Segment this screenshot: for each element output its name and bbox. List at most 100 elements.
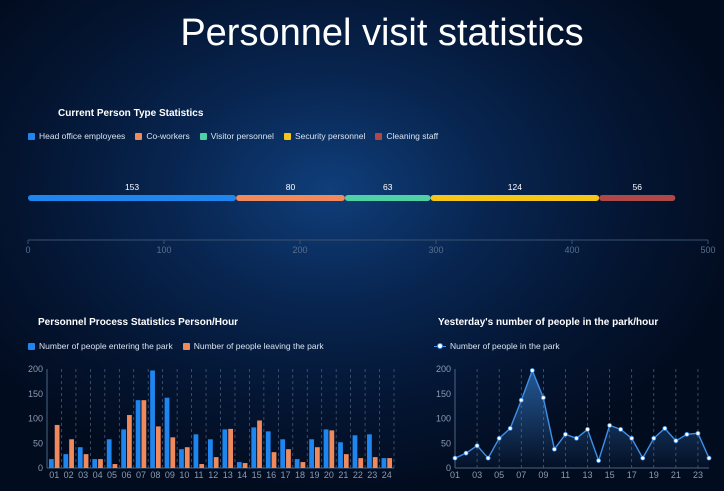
bar-entering (280, 439, 286, 468)
type-panel-title: Current Person Type Statistics (58, 108, 204, 119)
data-point (640, 455, 646, 461)
bar-entering (150, 370, 155, 468)
legend-label: Visitor personnel (210, 131, 274, 141)
x-tick-label: 20 (324, 470, 334, 480)
legend-label: Security personnel (294, 131, 366, 141)
x-tick-label: 400 (564, 245, 579, 255)
bar-entering (236, 462, 242, 468)
bar-leaving (286, 449, 291, 468)
y-tick-label: 200 (28, 364, 43, 374)
bar-entering (294, 459, 300, 468)
data-point (474, 443, 480, 449)
data-point (496, 435, 502, 441)
bar-leaving (387, 458, 393, 468)
x-tick-label: 17 (281, 470, 291, 480)
data-point (684, 431, 690, 437)
bar-entering (381, 458, 387, 468)
bar-entering (338, 442, 343, 468)
bar-entering (323, 429, 329, 468)
x-tick-label: 0 (25, 245, 30, 255)
data-point (529, 368, 535, 373)
bar-leaving (372, 457, 378, 468)
y-tick-label: 50 (33, 438, 43, 448)
x-tick-label: 22 (353, 470, 363, 480)
bar-leaving (343, 454, 349, 468)
bar-entering (309, 439, 314, 468)
bar-entering (367, 434, 372, 468)
legend-label: Co-workers (146, 131, 190, 141)
x-tick-label: 07 (136, 470, 146, 480)
legend-swatch (28, 132, 35, 140)
y-tick-label: 150 (436, 389, 451, 399)
legend-item-co-workers[interactable]: Co-workers (135, 131, 190, 141)
x-tick-label: 14 (237, 470, 247, 480)
bar-leaving (242, 463, 248, 468)
x-tick-label: 07 (516, 470, 526, 480)
park-panel-title: Yesterday's number of people in the park… (438, 317, 659, 328)
x-tick-label: 13 (223, 470, 233, 480)
bar-leaving (184, 447, 190, 468)
process-panel-title: Personnel Process Statistics Person/Hour (38, 317, 239, 328)
x-tick-label: 08 (150, 470, 160, 480)
x-tick-label: 03 (472, 470, 482, 480)
bar-entering (48, 459, 54, 468)
x-tick-label: 19 (649, 470, 659, 480)
bar-entering (135, 400, 141, 468)
process-bar-chart: 0 50 100 150 200 01 02 03 04 05 06 07 08 09 10 11 12 13 14… (28, 364, 395, 480)
stacked-bar-segment (344, 195, 431, 201)
x-tick-label: 21 (671, 470, 681, 480)
legend-label: Number of people entering the park (39, 341, 173, 351)
legend-item-visitor[interactable]: Visitor personnel (199, 131, 274, 141)
x-tick-label: 01 (49, 470, 59, 480)
bar-leaving (155, 426, 161, 468)
data-point (618, 426, 624, 432)
legend-item-entering[interactable]: Number of people entering the park (28, 341, 173, 351)
data-point (574, 435, 579, 441)
bar-entering (106, 439, 112, 468)
bar-leaving (213, 457, 219, 468)
legend-item-security[interactable]: Security personnel (283, 131, 366, 141)
x-tick-label: 13 (583, 470, 593, 480)
segment-value-label: 80 (286, 182, 296, 192)
bar-entering (193, 434, 199, 468)
x-tick-label: 06 (122, 470, 132, 480)
bar-entering (164, 397, 170, 468)
park-legend: Number of people in the park (434, 341, 570, 351)
data-point (651, 435, 657, 441)
data-point (585, 426, 590, 432)
data-point (551, 446, 557, 452)
segment-value-label: 56 (633, 182, 643, 192)
legend-swatch (199, 132, 207, 140)
data-point (563, 431, 568, 437)
bar-leaving (54, 424, 60, 468)
data-point (518, 397, 524, 403)
x-tick-label: 04 (93, 470, 103, 480)
legend-label: Cleaning staff (386, 131, 439, 141)
legend-item-people-in-park[interactable]: Number of people in the park (434, 341, 560, 351)
bar-leaving (98, 459, 103, 468)
legend-label: Number of people in the park (450, 341, 560, 351)
data-point (695, 430, 701, 436)
data-point (662, 426, 668, 431)
legend-swatch (375, 132, 383, 140)
x-tick-label: 10 (179, 470, 189, 480)
x-tick-label: 300 (428, 245, 443, 255)
bar-entering (207, 439, 213, 468)
data-point (607, 423, 613, 428)
legend-item-head-office[interactable]: Head office employees (28, 131, 125, 141)
segment-value-label: 63 (383, 182, 393, 192)
x-tick-label: 18 (295, 470, 305, 480)
x-tick-label: 15 (252, 470, 262, 480)
type-legend: Head office employees Co-workers Visitor… (28, 131, 448, 141)
x-tick-label: 09 (165, 470, 175, 480)
legend-swatch (283, 132, 291, 140)
bar-leaving (228, 428, 234, 468)
x-tick-label: 19 (309, 470, 319, 480)
data-point (706, 455, 712, 461)
legend-item-leaving[interactable]: Number of people leaving the park (182, 341, 324, 351)
bar-leaving (127, 415, 132, 468)
x-tick-label: 12 (208, 470, 218, 480)
data-point (673, 438, 679, 444)
legend-item-cleaning[interactable]: Cleaning staff (375, 131, 438, 141)
y-tick-label: 100 (28, 414, 43, 424)
